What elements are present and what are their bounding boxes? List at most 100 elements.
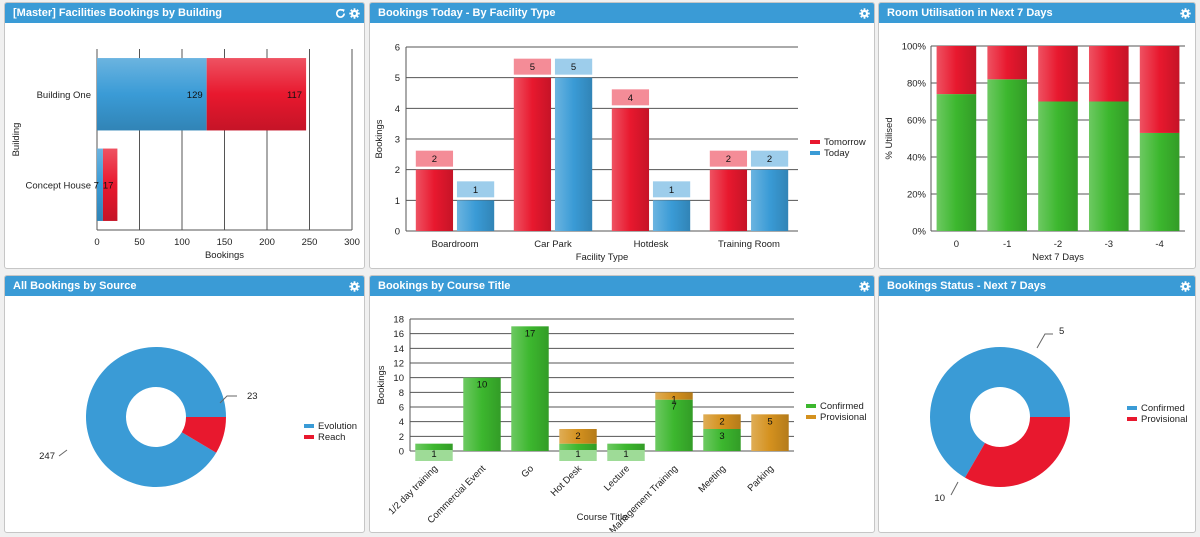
- legend-label: Confirmed: [1141, 403, 1185, 414]
- data-label: 2: [432, 154, 437, 165]
- panel-bookings-by-course: Bookings by Course Title 0 2 4 6 8 10 12 14 16 18…: [369, 275, 875, 533]
- y-tick-label: 0: [395, 227, 400, 238]
- x-tick-label: Boardroom: [432, 239, 479, 250]
- bar: [751, 414, 789, 451]
- data-label: 1: [671, 394, 676, 405]
- bar: [415, 169, 454, 231]
- gear-icon[interactable]: [1180, 7, 1191, 19]
- bar: [559, 429, 597, 444]
- panel-header: Bookings Status - Next 7 Days: [879, 276, 1195, 296]
- bar: [703, 414, 741, 429]
- data-label-box: [607, 450, 645, 461]
- gear-icon[interactable]: [859, 7, 870, 19]
- legend-label: Provisional: [1141, 414, 1187, 425]
- panel-bookings-by-building: [Master] Facilities Bookings by Building…: [4, 2, 365, 269]
- y-axis-title: % Utilised: [884, 117, 895, 159]
- y-tick-label: 80%: [907, 79, 927, 90]
- gear-icon[interactable]: [349, 280, 360, 292]
- y-tick-label: 2: [395, 165, 400, 176]
- y-tick-label: 2: [399, 432, 404, 443]
- data-label: 23: [247, 391, 258, 402]
- x-axis-title: Next 7 Days: [1032, 252, 1084, 263]
- data-label: 7: [671, 402, 676, 413]
- panel-room-utilisation: Room Utilisation in Next 7 Days 0% 20% 40%…: [878, 2, 1196, 269]
- y-tick-label: 20%: [907, 190, 927, 201]
- data-label: 1: [623, 449, 628, 460]
- data-label-box: [709, 150, 748, 167]
- y-tick-label: 10: [393, 373, 404, 384]
- x-axis-title: Facility Type: [576, 252, 629, 263]
- legend-label: Today: [824, 148, 850, 159]
- data-label: 4: [628, 93, 633, 104]
- data-label: 10: [477, 380, 488, 391]
- bar: [987, 46, 1028, 80]
- bar: [936, 94, 977, 231]
- label-connector: [58, 449, 68, 457]
- chart-bookings-by-building: 0 50 100 150 200 250 300 129 117 Building One 7 17 C…: [11, 49, 360, 261]
- x-tick-label: Hot Desk: [549, 463, 585, 499]
- legend-swatch: [810, 140, 820, 144]
- x-tick-label: Car Park: [534, 239, 572, 250]
- x-axis-title: Course Title: [577, 512, 628, 523]
- data-label: 17: [103, 180, 114, 191]
- x-tick-label: Go: [519, 463, 536, 480]
- panel-title: [Master] Facilities Bookings by Building: [13, 7, 223, 19]
- label-connector: [950, 481, 959, 496]
- y-tick-label: 0%: [912, 227, 926, 238]
- bar: [415, 443, 453, 451]
- legend-label: Provisional: [820, 412, 866, 423]
- gear-icon[interactable]: [1180, 280, 1191, 292]
- panel-title: Bookings Status - Next 7 Days: [887, 280, 1046, 292]
- gear-icon[interactable]: [859, 280, 870, 292]
- panel-header: [Master] Facilities Bookings by Building: [5, 3, 364, 23]
- legend-swatch: [304, 435, 314, 439]
- bar: [1139, 46, 1180, 133]
- legend-swatch: [1127, 417, 1137, 421]
- legend-label: Evolution: [318, 421, 357, 432]
- bar: [102, 148, 118, 221]
- y-tick-label: 16: [393, 329, 404, 340]
- gear-icon[interactable]: [349, 7, 360, 19]
- y-tick-label: 18: [393, 315, 404, 326]
- panel-title: All Bookings by Source: [13, 280, 137, 292]
- panel-header: Bookings by Course Title: [370, 276, 874, 296]
- x-tick-label: 300: [344, 237, 360, 248]
- y-tick-label: 1: [395, 196, 400, 207]
- data-label-box: [652, 181, 691, 198]
- x-tick-label: 200: [259, 237, 275, 248]
- legend-swatch: [806, 404, 816, 408]
- legend-swatch: [1127, 406, 1137, 410]
- data-label: 2: [719, 416, 724, 427]
- label-connector: [1036, 333, 1053, 349]
- panel-header: Bookings Today - By Facility Type: [370, 3, 874, 23]
- data-label: 5: [767, 416, 772, 427]
- x-tick-label: 150: [217, 237, 233, 248]
- bar: [554, 77, 593, 231]
- data-label-box: [750, 150, 789, 167]
- bar: [1038, 46, 1078, 102]
- chart-bookings-today: 0 1 2 3 4 5 6 2 1 Boardroom 5 5 Car Park 4 1 Hotdesk 2 2 T…: [374, 43, 866, 264]
- y-tick-label: 40%: [907, 153, 927, 164]
- data-label-box: [513, 58, 552, 75]
- y-axis-title: Bookings: [376, 365, 387, 404]
- y-tick-label: 8: [399, 388, 404, 399]
- data-label-box: [456, 181, 495, 198]
- data-label: 1: [473, 185, 478, 196]
- data-label: 5: [1059, 326, 1064, 337]
- bar: [513, 77, 552, 231]
- bar: [1088, 101, 1129, 231]
- panel-bookings-status: Bookings Status - Next 7 Days 10 5 Confirm…: [878, 275, 1196, 533]
- y-tick-label: Building One: [37, 90, 91, 101]
- bar: [703, 429, 741, 451]
- bar: [97, 148, 103, 221]
- chart-room-utilisation: 0% 20% 40% 60% 80% 100% 0 -1 -2 -3 -4 Next 7 Days % …: [884, 42, 1185, 263]
- x-tick-label: 0: [94, 237, 99, 248]
- refresh-icon[interactable]: [335, 8, 346, 19]
- bar: [511, 326, 549, 451]
- bar: [936, 46, 977, 95]
- data-label: 1: [431, 449, 436, 460]
- bar: [463, 377, 501, 451]
- x-tick-label: -3: [1105, 239, 1113, 250]
- bar: [655, 399, 693, 451]
